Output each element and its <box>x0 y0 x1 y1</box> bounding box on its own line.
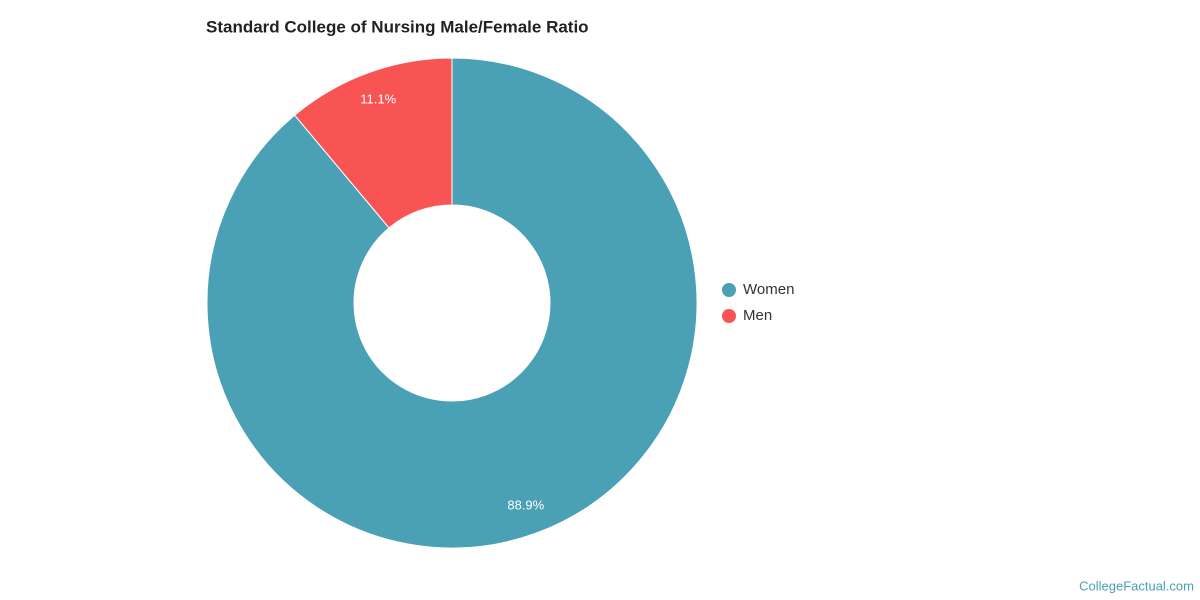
legend-marker <box>722 283 736 297</box>
chart-title: Standard College of Nursing Male/Female … <box>206 17 589 36</box>
legend-marker <box>722 309 736 323</box>
legend-label[interactable]: Women <box>743 281 794 298</box>
credit: CollegeFactual.com <box>1079 578 1194 593</box>
value-label: 88.9% <box>507 497 544 512</box>
value-label: 11.1% <box>360 91 396 106</box>
legend-label[interactable]: Men <box>743 307 772 324</box>
donut-slice <box>293 57 453 229</box>
donut-slice <box>206 57 698 549</box>
